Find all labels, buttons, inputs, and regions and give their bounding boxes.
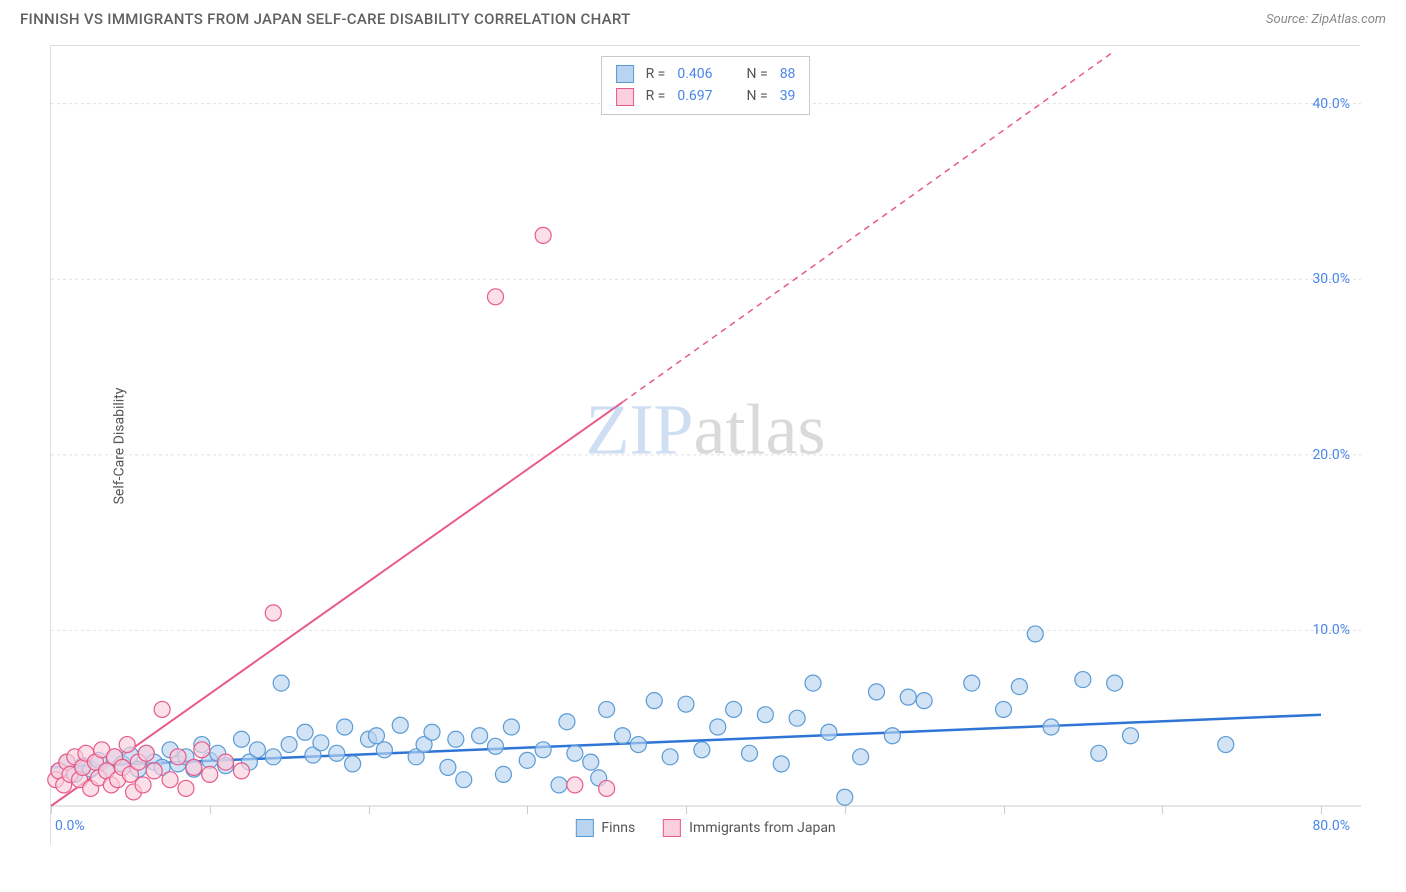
legend-swatch [575, 819, 593, 837]
r-value: 0.697 [677, 85, 712, 107]
header: FINNISH VS IMMIGRANTS FROM JAPAN SELF-CA… [0, 0, 1406, 34]
r-label: R = [646, 63, 666, 85]
legend-row-japan: R = 0.697 N = 39 [616, 85, 796, 107]
r-label: R = [646, 85, 666, 107]
n-label: N = [747, 85, 768, 107]
x-tick-mark [51, 806, 52, 814]
correlation-legend: R = 0.406 N = 88 R = 0.697 N = 39 [601, 56, 811, 115]
source-label: Source: ZipAtlas.com [1266, 12, 1386, 27]
x-tick-mark [845, 806, 846, 814]
series-legend: Finns Immigrants from Japan [575, 819, 835, 837]
x-tick-label: 80.0% [1312, 818, 1350, 834]
chart-title: FINNISH VS IMMIGRANTS FROM JAPAN SELF-CA… [20, 10, 631, 28]
x-tick-mark [686, 806, 687, 814]
y-tick-label: 20.0% [1312, 447, 1350, 463]
legend-swatch [616, 65, 634, 83]
x-tick-mark [1162, 806, 1163, 814]
x-tick-label: 0.0% [55, 818, 85, 834]
legend-label: Immigrants from Japan [689, 820, 835, 836]
legend-label: Finns [601, 820, 635, 836]
r-value: 0.406 [677, 63, 712, 85]
n-value: 39 [780, 85, 796, 107]
x-tick-mark [210, 806, 211, 814]
y-tick-label: 10.0% [1312, 622, 1350, 638]
x-tick-mark [1004, 806, 1005, 814]
chart-area: Self-Care Disability ZIPatlas R =0.406N … [50, 45, 1360, 845]
x-tick-mark [1321, 806, 1322, 814]
legend-swatch [663, 819, 681, 837]
x-tick-mark [369, 806, 370, 814]
legend-item-finns: Finns [575, 819, 635, 837]
scatter-plot [51, 46, 1360, 845]
x-tick-mark [527, 806, 528, 814]
legend-item-japan: Immigrants from Japan [663, 819, 835, 837]
legend-swatch [616, 88, 634, 106]
n-value: 88 [780, 63, 796, 85]
y-tick-label: 30.0% [1312, 271, 1350, 287]
n-label: N = [747, 63, 768, 85]
y-tick-label: 40.0% [1312, 96, 1350, 112]
legend-row-finns: R = 0.406 N = 88 [616, 63, 796, 85]
